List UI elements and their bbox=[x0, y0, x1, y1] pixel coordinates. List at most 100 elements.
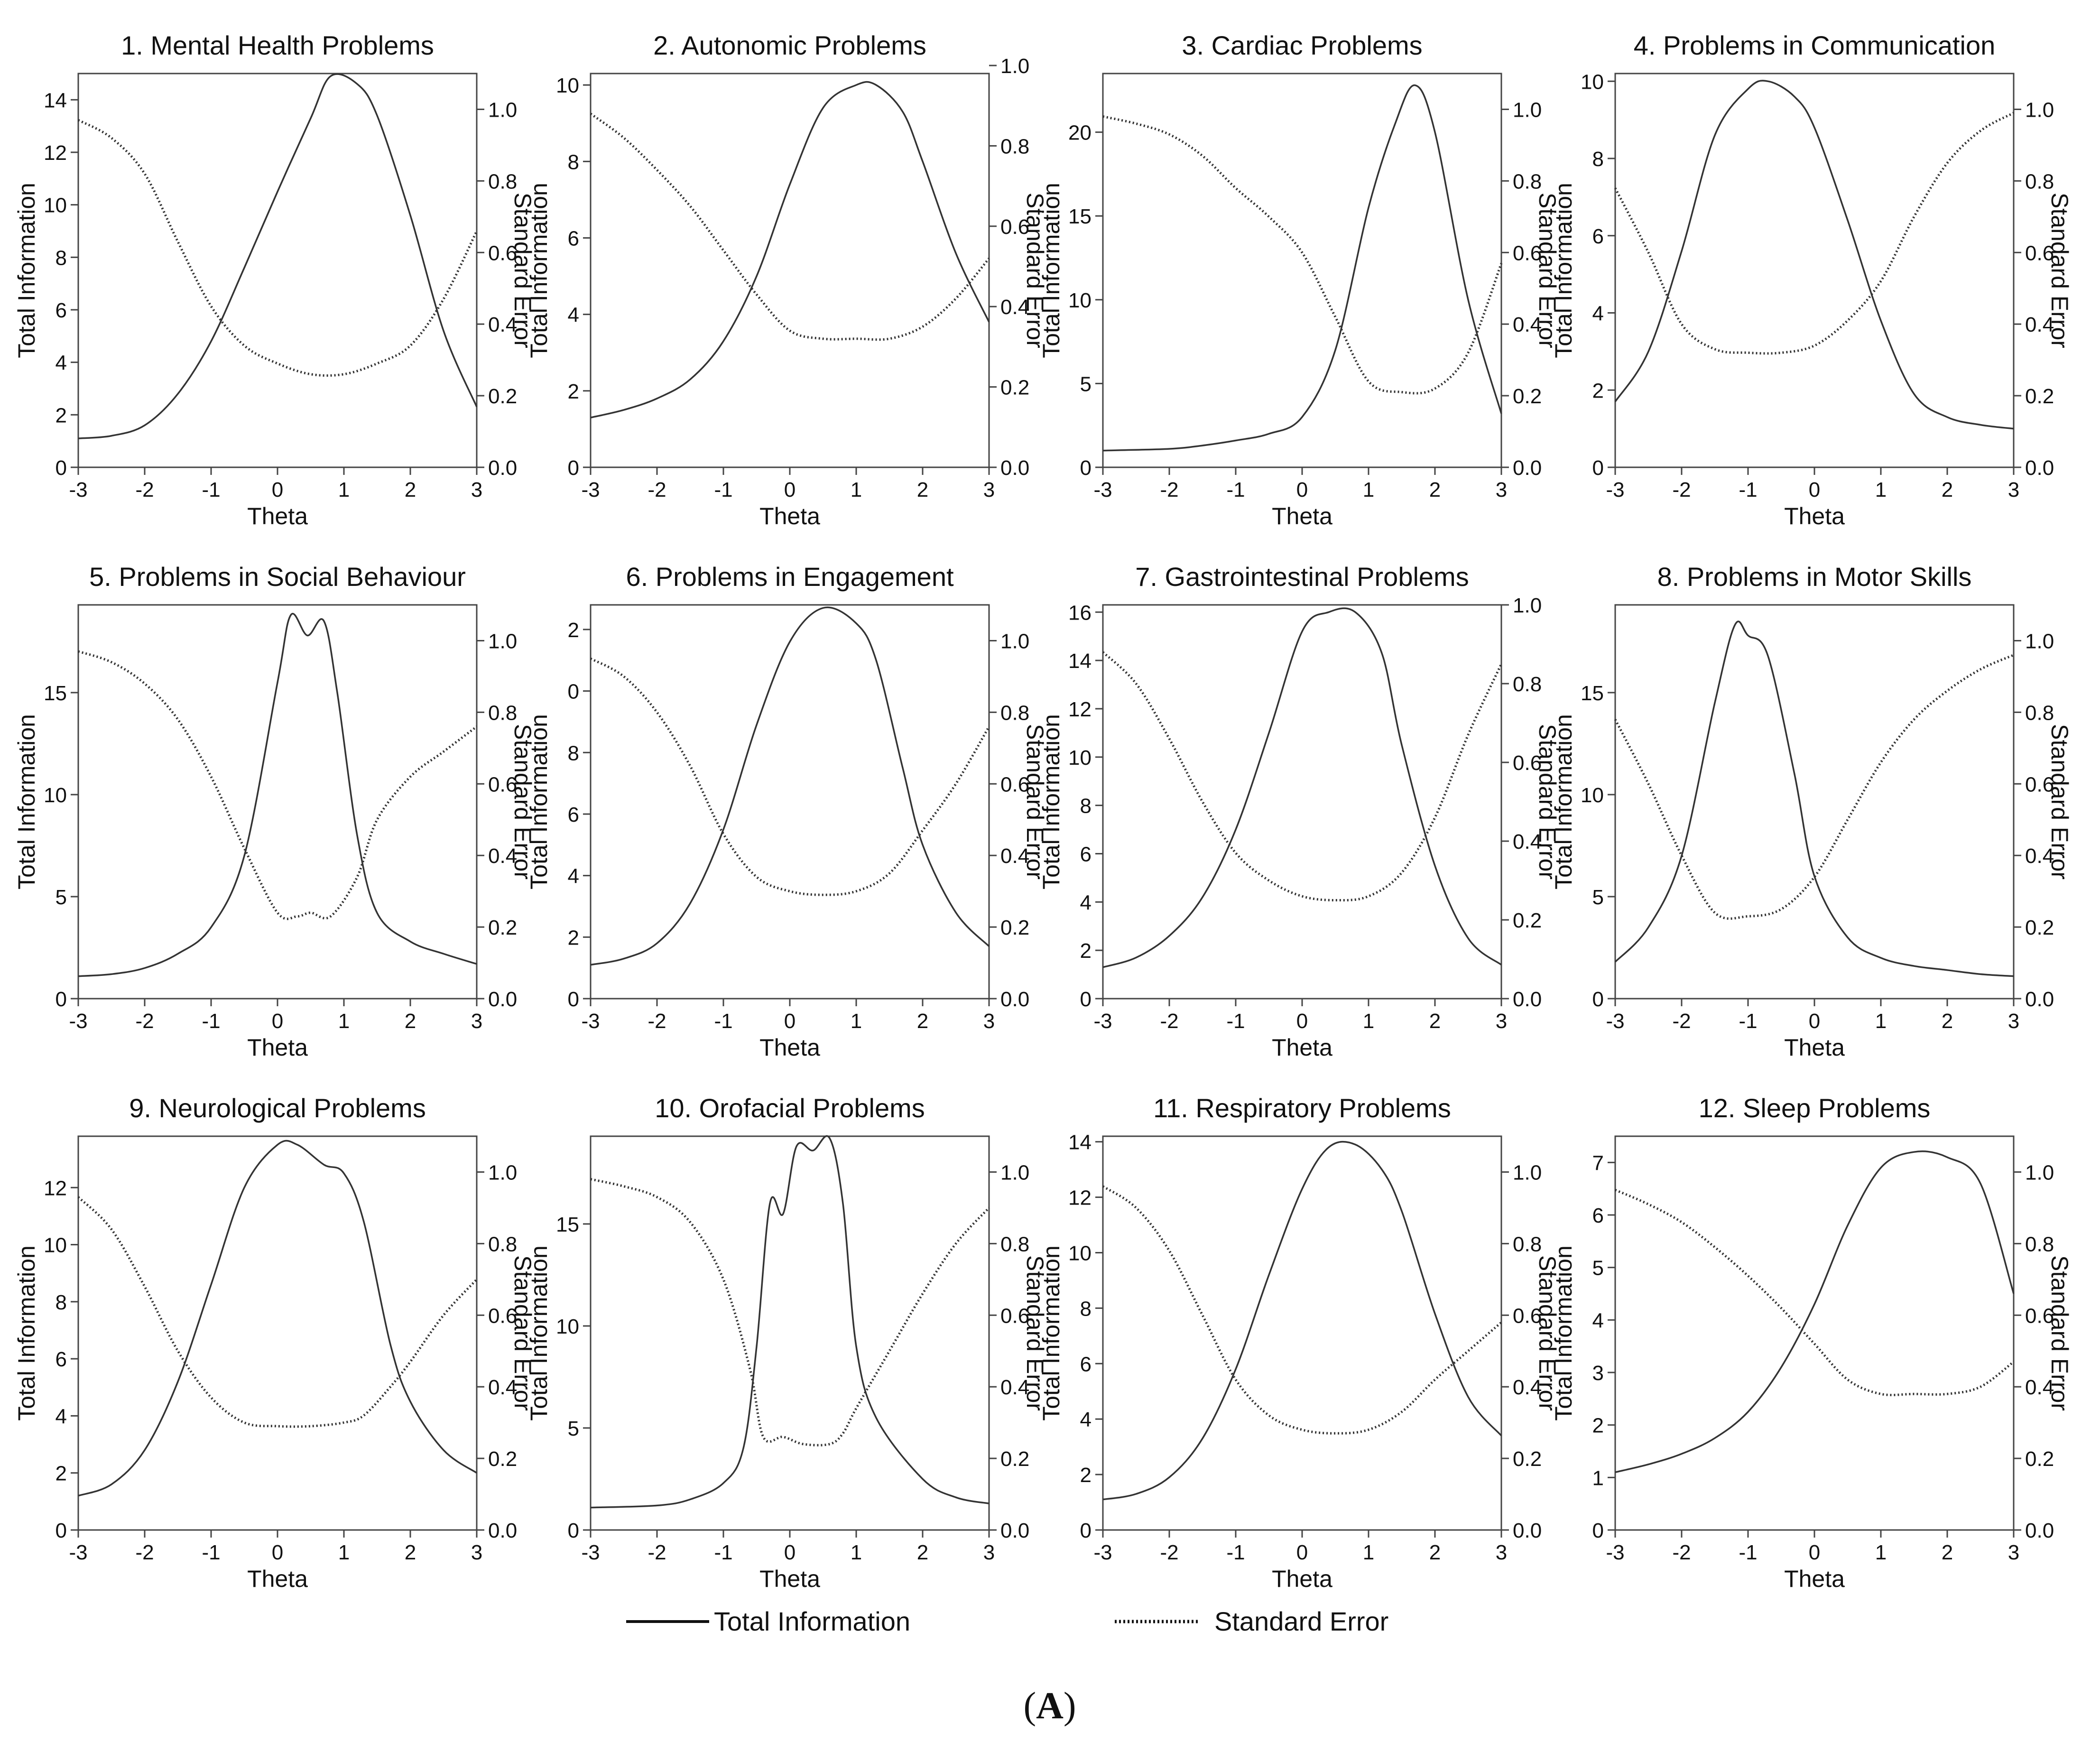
y2-axis-label: Standard Error bbox=[509, 724, 536, 880]
x-tick-label: -2 bbox=[648, 1541, 666, 1564]
y-tick-label: 6 bbox=[1592, 225, 1604, 248]
x-tick-label: 3 bbox=[2008, 1541, 2019, 1564]
x-tick-label: -1 bbox=[1739, 1541, 1757, 1564]
chart-panel: 11. Respiratory Problems-3 -2 -1 0 1 2 3024681… bbox=[1038, 1093, 1561, 1592]
chart-panel: 3. Cardiac Problems -3 -2 -1 0 1 2 3 0 5 10 15 20 0.0… bbox=[1038, 30, 1561, 529]
x-tick-label: -2 bbox=[135, 1010, 154, 1033]
plot-frame bbox=[77, 604, 478, 1000]
y-tick-label: 0 bbox=[1080, 1519, 1092, 1542]
y-axis-label: Total Information bbox=[526, 183, 552, 358]
total-information-line bbox=[590, 606, 990, 966]
x-tick-label: 2 bbox=[917, 478, 928, 501]
x-tick-label: -3 bbox=[1093, 478, 1112, 501]
chart-panel: 6. Problems in Engagement -3 -2 -1 0 1 2 3 0 2 4 6 8… bbox=[526, 562, 1048, 1061]
y-tick-label: 10 bbox=[556, 1315, 579, 1338]
y-tick-label: 6 bbox=[56, 299, 67, 322]
y-tick-label: 15 bbox=[1068, 205, 1092, 228]
y2-axis-label: Standard Error bbox=[1534, 724, 1561, 880]
y-tick-label: 5 bbox=[56, 886, 67, 909]
standard-error-line bbox=[1102, 1185, 1502, 1435]
y2-tick-label: 0.0 bbox=[2025, 988, 2054, 1011]
x-tick-label: -3 bbox=[69, 1010, 87, 1033]
y-tick-label: 10 bbox=[1068, 1242, 1092, 1265]
x-tick-label: 3 bbox=[1496, 1010, 1507, 1033]
y2-tick-label: 1.0 bbox=[2025, 630, 2054, 653]
x-tick-label: 3 bbox=[983, 1541, 995, 1564]
y2-tick-label: 0.8 bbox=[1513, 673, 1542, 696]
total-information-line bbox=[1102, 1140, 1502, 1501]
chart-panel: 8. Problems in Motor Skills -3 -2 -1 0 1 2 3 0 5 1… bbox=[1550, 562, 2073, 1061]
chart-title: 6. Problems in Engagement bbox=[626, 562, 954, 592]
y2-tick-label: 0.4 bbox=[1000, 296, 1029, 319]
y2-axis-label: Standard Error bbox=[2046, 724, 2073, 880]
x-tick-label: -3 bbox=[69, 478, 87, 501]
chart-title: 8. Problems in Motor Skills bbox=[1657, 562, 1972, 592]
x-tick-label: 2 bbox=[1429, 478, 1441, 501]
y2-tick-label: 0.8 bbox=[2025, 701, 2054, 724]
y-tick-label: 0 bbox=[1592, 988, 1604, 1011]
caption-open-paren: ( bbox=[1023, 1685, 1036, 1727]
x-tick-label: -3 bbox=[581, 1541, 600, 1564]
y2-axis-label: Standard Error bbox=[1022, 193, 1048, 348]
x-axis-label: Theta bbox=[759, 503, 820, 529]
x-tick-label: 3 bbox=[471, 1010, 482, 1033]
y-tick-label: 8 bbox=[1080, 1297, 1092, 1320]
y2-axis-label: Standard Error bbox=[1022, 724, 1048, 880]
standard-error-line bbox=[590, 1178, 990, 1446]
y-axis-label: Total Information bbox=[1038, 714, 1064, 890]
y-tick-label: 14 bbox=[1068, 649, 1092, 673]
x-axis-label: Theta bbox=[759, 1034, 820, 1061]
total-information-line bbox=[1614, 80, 2014, 430]
y2-tick-label: 0.6 bbox=[1000, 215, 1029, 239]
y-tick-label: 0 bbox=[56, 456, 67, 480]
y2-tick-label: 0.0 bbox=[1000, 988, 1029, 1011]
y-tick-label: 6 bbox=[568, 227, 579, 250]
y2-tick-label: 0.0 bbox=[2025, 456, 2054, 480]
y2-tick-label: 0.8 bbox=[1000, 135, 1029, 158]
y2-tick-label: 1.0 bbox=[2025, 1161, 2054, 1184]
y2-tick-label: 0.2 bbox=[1513, 1447, 1542, 1471]
y2-tick-label: 1.0 bbox=[1000, 630, 1029, 653]
y-tick-label: 4 bbox=[56, 1405, 67, 1428]
y2-tick-label: 0.4 bbox=[1513, 1376, 1542, 1399]
x-tick-label: -3 bbox=[1606, 1541, 1624, 1564]
y-tick-label: 14 bbox=[1068, 1131, 1092, 1154]
chart-panel: 10. Orofacial Problems -3 -2 -1 0 1 2 3 0 5 10 15 0.… bbox=[526, 1093, 1048, 1592]
y-tick-label: 6 bbox=[1592, 1204, 1604, 1227]
y-tick-label: 10 bbox=[1581, 70, 1604, 93]
x-tick-label: 3 bbox=[2008, 1010, 2019, 1033]
y-axis-label: Total Information bbox=[13, 1245, 40, 1421]
y-tick-label: 4 bbox=[1592, 302, 1604, 325]
x-tick-label: 1 bbox=[851, 1541, 862, 1564]
legend-total-information-label: Total Information bbox=[714, 1606, 910, 1636]
y2-tick-label: 0.6 bbox=[2025, 241, 2054, 265]
y2-tick-label: 0.4 bbox=[488, 1376, 517, 1399]
standard-error-line bbox=[77, 119, 478, 377]
y2-tick-label: 0.4 bbox=[2025, 844, 2054, 868]
y-tick-label: 8 bbox=[568, 742, 579, 765]
y-tick-label: 8 bbox=[1592, 148, 1604, 171]
y-tick-label: 4 bbox=[1080, 891, 1092, 914]
x-tick-label: -2 bbox=[1160, 1010, 1178, 1033]
total-information-line bbox=[78, 612, 477, 977]
standard-error-line bbox=[1614, 654, 2014, 920]
x-tick-label: 0 bbox=[784, 1010, 796, 1033]
y2-tick-label: 0.0 bbox=[488, 1519, 517, 1542]
y-tick-label: 0 bbox=[568, 680, 579, 704]
y-tick-label: 4 bbox=[56, 352, 67, 375]
y2-tick-label: 0.4 bbox=[488, 313, 517, 336]
x-tick-label: -3 bbox=[581, 1010, 600, 1033]
y-axis-label: Total Information bbox=[1038, 183, 1064, 358]
y-tick-label: 5 bbox=[1592, 1257, 1604, 1280]
y-axis-label: Total Information bbox=[1550, 1245, 1577, 1421]
y2-tick-label: 0.0 bbox=[2025, 1519, 2054, 1542]
x-tick-label: 0 bbox=[1809, 1010, 1820, 1033]
caption-letter: A bbox=[1036, 1685, 1064, 1727]
x-tick-label: -3 bbox=[1093, 1541, 1112, 1564]
x-tick-label: 3 bbox=[471, 1541, 482, 1564]
y-tick-label: 10 bbox=[1581, 784, 1604, 807]
y-tick-label: 2 bbox=[568, 619, 579, 642]
x-tick-label: 1 bbox=[1363, 1010, 1374, 1033]
chart-panel: 1. Mental Health Problems-3 -2 -1 0 1 2 302468… bbox=[13, 30, 536, 529]
y2-tick-label: 0.4 bbox=[1000, 1376, 1029, 1399]
